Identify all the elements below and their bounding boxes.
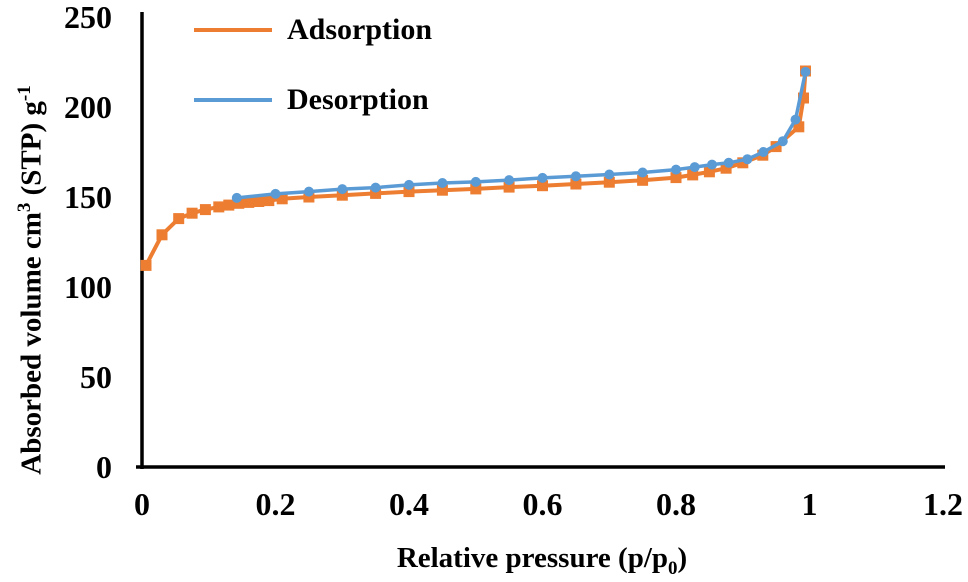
desorption-marker xyxy=(231,192,242,203)
adsorption-marker xyxy=(173,213,185,225)
adsorption-marker xyxy=(603,176,615,188)
y-tick-label: 200 xyxy=(64,89,112,125)
desorption-marker xyxy=(470,176,481,187)
adsorption-marker xyxy=(370,187,382,199)
desorption-marker xyxy=(689,162,700,173)
adsorption-marker xyxy=(637,174,649,186)
desorption-marker xyxy=(337,184,348,195)
desorption-marker xyxy=(437,178,448,188)
adsorption-marker xyxy=(737,157,749,169)
x-tick-label: 1.2 xyxy=(923,486,963,522)
adsorption-marker xyxy=(336,189,348,201)
y-tick-label: 100 xyxy=(64,269,112,305)
desorption-marker xyxy=(707,159,717,170)
x-tick-label: 0.8 xyxy=(656,486,696,522)
desorption-marker xyxy=(790,114,801,125)
desorption-marker xyxy=(723,157,734,168)
x-tick-label: 0.2 xyxy=(255,486,296,522)
adsorption-marker xyxy=(687,169,699,181)
adsorption-marker xyxy=(253,196,265,207)
y-tick-label: 0 xyxy=(96,449,112,485)
adsorption-marker xyxy=(140,259,152,271)
desorption-marker xyxy=(370,182,381,193)
adsorption-marker xyxy=(263,195,275,207)
desorption-marker xyxy=(742,154,753,165)
y-tick-label: 250 xyxy=(64,0,112,35)
x-tick-label: 1 xyxy=(801,486,818,522)
adsorption-marker xyxy=(503,181,515,193)
adsorption-marker xyxy=(213,201,225,213)
x-axis-title: Relative pressure (p/p0) xyxy=(396,542,688,579)
legend-label-desorption: Desorption xyxy=(287,83,429,116)
desorption-marker xyxy=(671,164,681,175)
adsorption-marker xyxy=(798,92,809,104)
y-tick-label: 150 xyxy=(64,179,112,215)
adsorption-marker xyxy=(243,196,255,208)
adsorption-marker xyxy=(793,121,805,133)
x-tick-label: 0 xyxy=(134,486,150,522)
desorption-marker xyxy=(604,169,615,180)
x-tick-label: 0.6 xyxy=(522,486,563,522)
adsorption-marker xyxy=(233,197,245,209)
adsorption-marker xyxy=(470,183,482,195)
legend-item-adsorption: Adsorption xyxy=(194,12,432,48)
desorption-marker xyxy=(404,179,414,190)
desorption-marker xyxy=(758,147,769,157)
desorption-marker xyxy=(637,167,648,178)
desorption-marker xyxy=(570,171,581,182)
adsorption-marker xyxy=(537,180,548,192)
legend-label-adsorption: Adsorption xyxy=(287,13,433,46)
adsorption-marker xyxy=(276,193,288,205)
y-tick-label: 50 xyxy=(80,359,112,395)
desorption-marker xyxy=(303,186,314,197)
adsorption-marker xyxy=(156,229,168,241)
desorption-marker xyxy=(777,136,788,147)
adsorption-marker xyxy=(720,162,732,174)
adsorption-marker xyxy=(223,199,235,211)
desorption-marker xyxy=(800,66,811,77)
adsorption-marker xyxy=(186,207,198,219)
adsorption-marker xyxy=(403,186,415,198)
adsorption-marker xyxy=(199,204,211,216)
adsorption-marker xyxy=(570,178,582,190)
desorption-series-line xyxy=(235,70,808,200)
adsorption-line-swatch xyxy=(194,28,272,32)
adsorption-marker xyxy=(303,191,315,203)
adsorption-marker xyxy=(703,166,715,178)
desorption-line-swatch xyxy=(194,98,272,102)
y-axis-title: Absorbed volume cm3 (STP) g-1 xyxy=(14,85,48,475)
adsorption-marker xyxy=(436,184,448,196)
x-tick-label: 0.4 xyxy=(389,486,429,522)
desorption-marker xyxy=(504,175,515,186)
adsorption-marker xyxy=(670,172,682,184)
desorption-marker xyxy=(270,188,281,199)
desorption-marker xyxy=(537,172,548,183)
legend-item-desorption: Desorption xyxy=(194,82,429,118)
